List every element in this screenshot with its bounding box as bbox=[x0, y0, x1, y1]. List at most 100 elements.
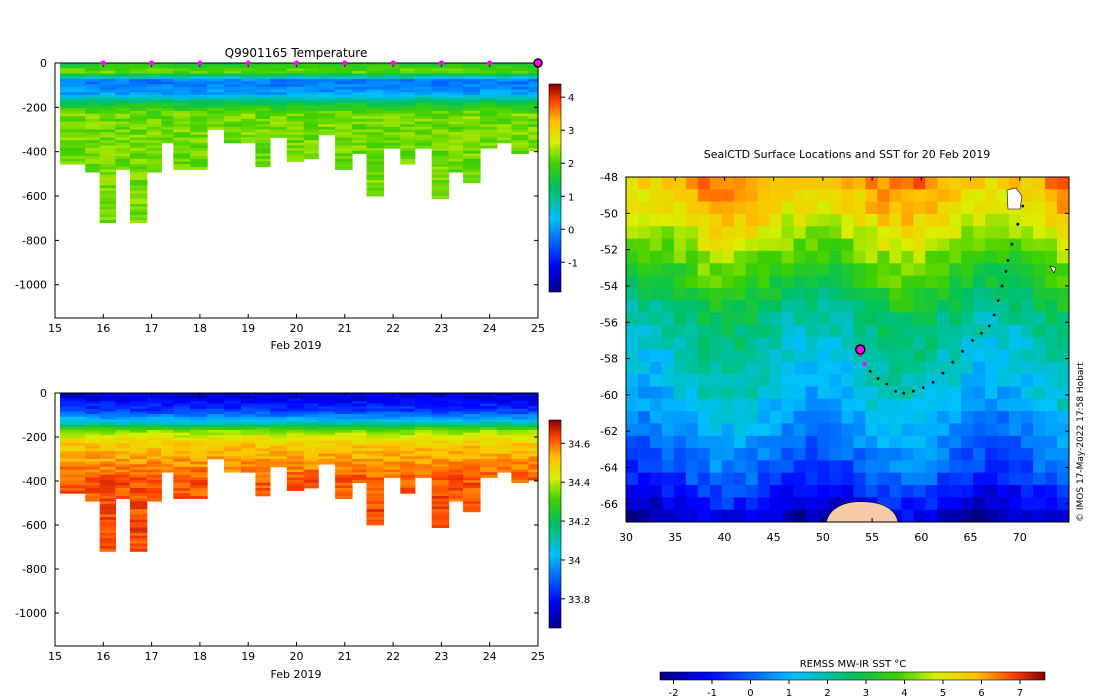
sst-cell bbox=[1009, 238, 1022, 252]
section-cell bbox=[463, 63, 481, 67]
section-cell bbox=[99, 419, 116, 423]
sst-cell bbox=[757, 177, 771, 190]
section-cell bbox=[115, 71, 131, 75]
section-cell bbox=[383, 395, 401, 399]
section-cell bbox=[528, 126, 539, 130]
section-cell bbox=[366, 406, 384, 410]
section-cell bbox=[115, 411, 131, 415]
section-cell bbox=[383, 406, 401, 410]
section-cell bbox=[480, 472, 498, 476]
section-cell bbox=[129, 110, 148, 114]
section-cell bbox=[463, 403, 481, 407]
section-cell bbox=[366, 158, 384, 162]
sst-cell bbox=[1033, 250, 1046, 264]
section-cell bbox=[496, 105, 512, 109]
section-cell bbox=[303, 448, 319, 452]
section-cell bbox=[129, 416, 148, 420]
section-cell bbox=[463, 166, 481, 170]
sst-cell bbox=[889, 300, 902, 313]
section-cell bbox=[99, 153, 116, 157]
section-cell bbox=[431, 414, 450, 418]
sst-cell bbox=[925, 472, 938, 486]
section-cell bbox=[146, 153, 162, 157]
section-cell bbox=[173, 469, 191, 473]
sst-cell bbox=[925, 448, 938, 461]
section-cell bbox=[463, 148, 481, 152]
section-cell bbox=[528, 84, 539, 88]
track-point bbox=[902, 391, 906, 395]
sst-cell bbox=[661, 349, 675, 363]
track-point bbox=[876, 377, 880, 380]
section-cell bbox=[496, 437, 512, 441]
section-cell bbox=[173, 482, 191, 486]
section-cell bbox=[115, 142, 131, 146]
section-cell bbox=[496, 102, 512, 106]
section-cell bbox=[85, 110, 101, 114]
section-cell bbox=[414, 126, 433, 130]
section-cell bbox=[85, 395, 101, 399]
section-cell bbox=[190, 430, 208, 433]
profile-marker bbox=[487, 60, 493, 66]
section-cell bbox=[318, 443, 336, 447]
section-cell bbox=[207, 427, 225, 431]
section-cell bbox=[99, 76, 116, 80]
sst-cell bbox=[769, 275, 783, 289]
sst-cell bbox=[829, 324, 842, 338]
section-cell bbox=[383, 427, 401, 431]
section-cell bbox=[414, 140, 433, 144]
temperature-field bbox=[60, 63, 539, 224]
section-cell bbox=[431, 105, 450, 109]
sst-cell bbox=[769, 411, 783, 424]
sst-cell bbox=[817, 398, 831, 412]
section-cell bbox=[366, 148, 384, 152]
section-cell bbox=[161, 126, 174, 130]
section-cell bbox=[496, 81, 512, 85]
section-cell bbox=[99, 79, 116, 83]
section-cell bbox=[366, 398, 384, 402]
section-cell bbox=[303, 419, 319, 423]
section-cell bbox=[224, 126, 242, 130]
section-cell bbox=[99, 156, 116, 160]
section-cell bbox=[146, 443, 162, 447]
section-cell bbox=[400, 445, 416, 449]
section-cell bbox=[129, 490, 148, 494]
section-cell bbox=[129, 84, 148, 88]
section-cell bbox=[99, 105, 116, 109]
sst-cell bbox=[649, 189, 663, 203]
section-cell bbox=[190, 68, 208, 72]
section-cell bbox=[241, 124, 257, 128]
sst-cell bbox=[721, 275, 735, 289]
section-cell bbox=[383, 116, 401, 120]
section-cell bbox=[190, 488, 208, 491]
sst-cell bbox=[889, 460, 902, 474]
sst-cell bbox=[1045, 448, 1058, 461]
sst-cell bbox=[1057, 398, 1070, 412]
map-y-tick-label: -56 bbox=[600, 316, 618, 329]
sst-cell bbox=[901, 214, 914, 227]
sst-cell bbox=[697, 250, 711, 264]
section-cell bbox=[146, 140, 162, 144]
section-cell bbox=[366, 182, 384, 186]
section-cell bbox=[255, 129, 271, 133]
section-cell bbox=[60, 65, 86, 69]
section-cell bbox=[190, 76, 208, 80]
section-cell bbox=[286, 406, 305, 410]
sst-cell bbox=[757, 250, 771, 264]
section-cell bbox=[146, 161, 162, 165]
sst-cell bbox=[937, 472, 950, 486]
section-cell bbox=[448, 92, 464, 96]
section-cell bbox=[431, 134, 450, 138]
section-cell bbox=[448, 406, 464, 410]
section-cell bbox=[496, 108, 512, 112]
section-cell bbox=[383, 445, 401, 449]
section-cell bbox=[129, 519, 148, 523]
sst-cell bbox=[781, 324, 795, 338]
section-cell bbox=[224, 137, 242, 141]
section-cell bbox=[129, 116, 148, 120]
sst-cell bbox=[757, 374, 771, 387]
sst-cell bbox=[925, 324, 938, 338]
section-cell bbox=[129, 506, 148, 510]
section-cell bbox=[400, 132, 416, 136]
section-cell bbox=[431, 79, 450, 83]
section-cell bbox=[286, 68, 305, 72]
